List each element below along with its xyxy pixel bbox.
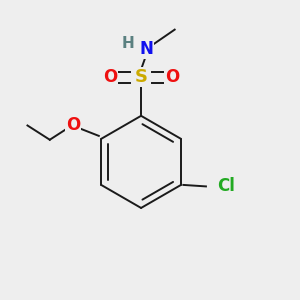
Text: O: O (165, 68, 179, 86)
Text: O: O (103, 68, 117, 86)
Text: S: S (135, 68, 148, 86)
Text: Cl: Cl (217, 177, 235, 195)
Text: N: N (140, 40, 153, 58)
Text: O: O (66, 116, 80, 134)
Text: H: H (122, 36, 134, 51)
